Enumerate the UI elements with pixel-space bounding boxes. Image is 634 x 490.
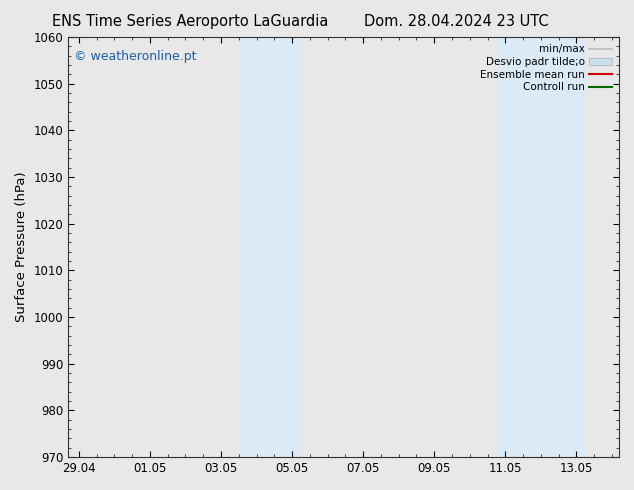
- Bar: [239, 37, 299, 457]
- Text: Dom. 28.04.2024 23 UTC: Dom. 28.04.2024 23 UTC: [364, 14, 549, 29]
- Text: © weatheronline.pt: © weatheronline.pt: [74, 50, 196, 63]
- Bar: [548, 37, 583, 457]
- Bar: [498, 37, 548, 457]
- Text: ENS Time Series Aeroporto LaGuardia: ENS Time Series Aeroporto LaGuardia: [52, 14, 328, 29]
- Y-axis label: Surface Pressure (hPa): Surface Pressure (hPa): [15, 172, 28, 322]
- Legend: min/max, Desvio padr tilde;o, Ensemble mean run, Controll run: min/max, Desvio padr tilde;o, Ensemble m…: [478, 42, 614, 95]
